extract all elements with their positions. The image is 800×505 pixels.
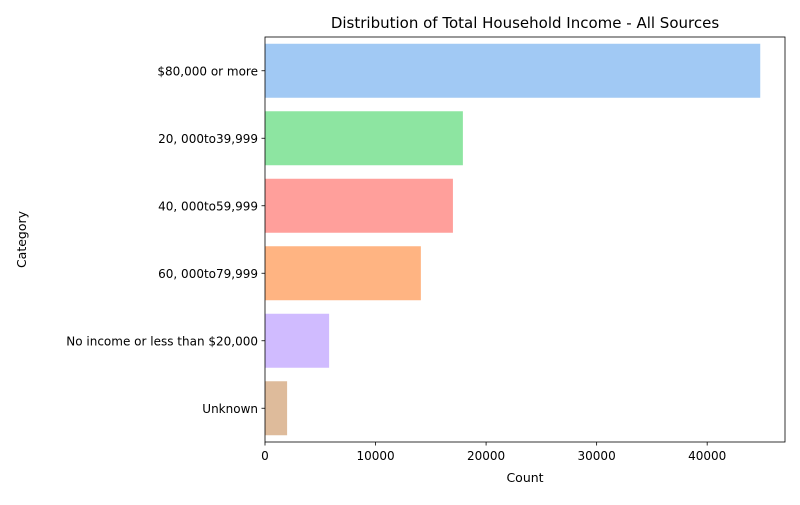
bar-2 xyxy=(265,178,453,233)
x-tick-labels: 0 10000 20000 30000 40000 xyxy=(261,442,726,463)
bar-0 xyxy=(265,43,761,98)
y-tick-label: Unknown xyxy=(202,402,258,416)
y-tick-label: 60, 000to79,999 xyxy=(158,267,258,281)
x-tick-label: 0 xyxy=(261,449,269,463)
x-tick-label: 20000 xyxy=(467,449,505,463)
bar-3 xyxy=(265,246,421,301)
chart-title: Distribution of Total Household Income -… xyxy=(331,14,719,32)
y-tick-label: 20, 000to39,999 xyxy=(158,132,258,146)
bar-1 xyxy=(265,111,463,166)
y-axis-label: Category xyxy=(14,210,29,268)
plot-frame xyxy=(264,36,786,443)
y-tick-label: 40, 000to59,999 xyxy=(158,199,258,213)
x-axis-label: Count xyxy=(506,470,543,485)
bar-4 xyxy=(265,313,330,368)
x-tick-label: 30000 xyxy=(578,449,616,463)
x-tick-label: 10000 xyxy=(356,449,394,463)
bars-layer xyxy=(265,43,761,436)
y-tick-label: $80,000 or more xyxy=(157,64,258,78)
x-tick-label: 40000 xyxy=(688,449,726,463)
y-tick-label: No income or less than $20,000 xyxy=(66,334,258,348)
y-tick-labels: $80,000 or more 20, 000to39,999 40, 000to5… xyxy=(66,64,265,416)
bar-5 xyxy=(265,381,288,436)
